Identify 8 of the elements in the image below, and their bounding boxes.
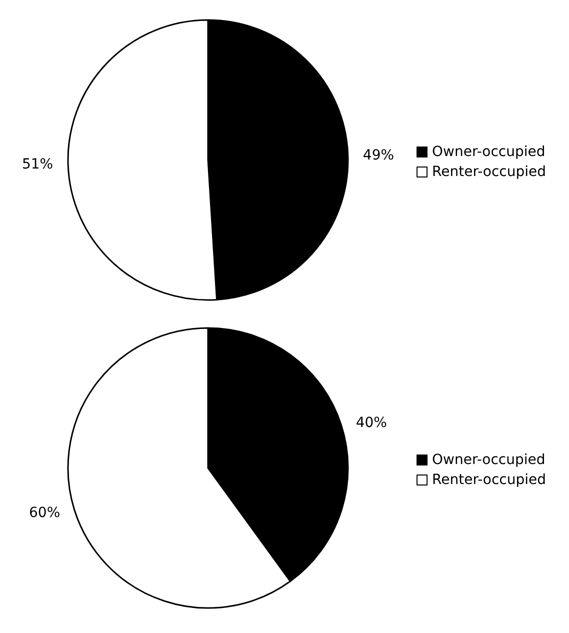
data-label: 51% — [22, 156, 54, 173]
data-label: 49% — [362, 147, 394, 164]
legend-label: Renter-occupied — [432, 472, 546, 488]
data-label: 60% — [29, 505, 60, 522]
legend-label: Owner-occupied — [432, 452, 546, 468]
data-label: 40% — [356, 414, 387, 431]
legend-label: Renter-occupied — [432, 164, 546, 180]
legend-label: Owner-occupied — [432, 144, 546, 160]
